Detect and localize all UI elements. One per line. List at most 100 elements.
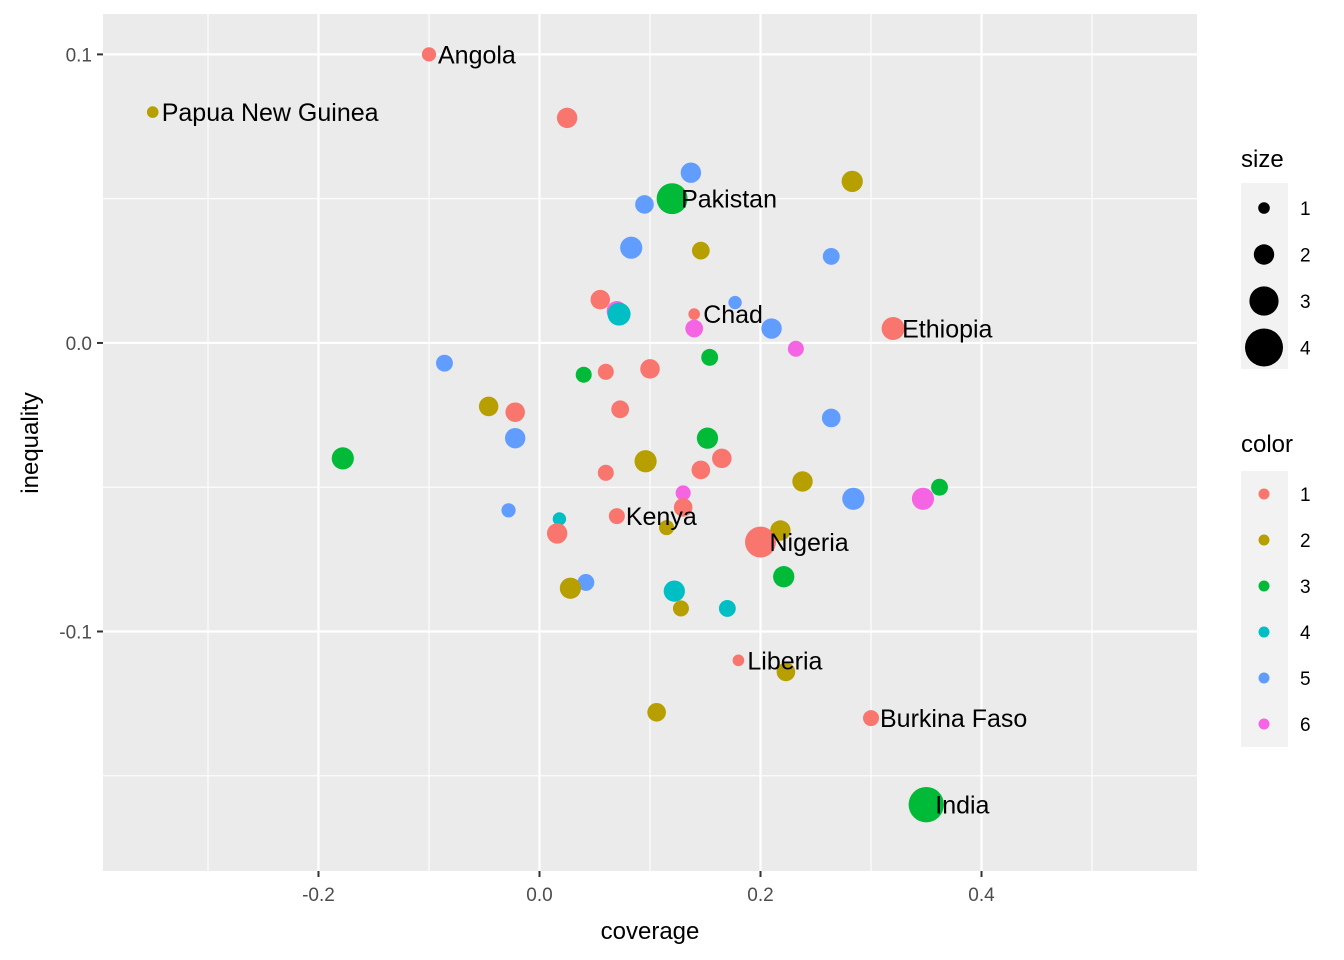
- data-point: [501, 503, 516, 518]
- grid-major: [103, 14, 1197, 871]
- data-point: [546, 523, 568, 544]
- color-legend-key: [1258, 580, 1270, 592]
- country-label: Kenya: [626, 503, 697, 531]
- country-label: India: [935, 792, 989, 820]
- x-tick-label: 0.2: [747, 885, 773, 906]
- data-point: [842, 487, 865, 510]
- color-legend-keys-background: [1241, 471, 1288, 747]
- data-point: [776, 662, 796, 682]
- data-point: [647, 702, 666, 722]
- data-point: [787, 340, 804, 357]
- data-point: [931, 478, 948, 496]
- data-point: [608, 508, 625, 525]
- data-point: [656, 183, 688, 215]
- size-legend-label: 2: [1300, 246, 1311, 267]
- data-point: [478, 396, 499, 417]
- data-point: [436, 354, 453, 372]
- color-legend-label: 5: [1300, 669, 1311, 690]
- color-legend-label: 4: [1300, 623, 1311, 644]
- data-point: [911, 487, 935, 510]
- data-point: [745, 526, 776, 558]
- x-axis: -0.2 0.0 0.2 0.4: [302, 871, 995, 906]
- data-point: [691, 460, 711, 480]
- data-point: [792, 471, 813, 492]
- y-tick-label: 0.1: [66, 45, 92, 66]
- color-legend-key: [1258, 718, 1270, 730]
- data-point: [556, 107, 578, 129]
- color-legend-label: 6: [1300, 715, 1311, 736]
- data-point: [620, 236, 643, 259]
- color-legend-key: [1258, 626, 1270, 638]
- data-point: [701, 348, 719, 366]
- data-point: [640, 359, 660, 379]
- country-label: Papua New Guinea: [162, 99, 379, 127]
- data-point: [675, 485, 691, 501]
- data-point: [659, 520, 675, 536]
- x-tick-label: -0.2: [302, 885, 335, 906]
- data-point: [146, 106, 159, 118]
- data-point: [597, 464, 614, 481]
- size-legend-label: 4: [1300, 339, 1311, 360]
- size-legend-key: [1253, 244, 1275, 265]
- data-point: [863, 710, 880, 727]
- size-legend-label: 1: [1300, 199, 1311, 220]
- size-legend-key: [1249, 286, 1279, 316]
- x-tick-label: 0.4: [968, 885, 995, 906]
- data-point: [696, 427, 719, 449]
- data-points: [146, 47, 948, 823]
- country-label: Pakistan: [681, 186, 777, 214]
- data-point: [504, 427, 526, 449]
- data-point: [634, 450, 657, 473]
- size-legend-label: 3: [1300, 292, 1311, 313]
- data-point: [718, 599, 736, 617]
- color-legend-label: 1: [1300, 485, 1311, 506]
- data-point: [672, 600, 689, 617]
- color-legend-label: 3: [1300, 577, 1311, 598]
- data-point: [635, 195, 654, 214]
- size-legend-title: size: [1241, 146, 1284, 173]
- data-point: [770, 520, 791, 541]
- color-legend-label: 2: [1300, 531, 1311, 552]
- x-tick-label: 0.0: [526, 885, 552, 906]
- country-label: Angola: [438, 41, 516, 69]
- data-point: [331, 447, 354, 470]
- data-point: [607, 302, 631, 326]
- data-point: [821, 408, 841, 428]
- data-point: [688, 308, 701, 320]
- y-axis: -0.1 0.0 0.1: [59, 45, 103, 644]
- data-point: [732, 654, 745, 667]
- size-legend-key: [1258, 202, 1270, 214]
- country-label: Nigeria: [770, 529, 849, 557]
- data-point: [822, 247, 840, 265]
- data-point: [773, 566, 795, 588]
- grid-minor: [103, 14, 1197, 871]
- data-point: [421, 47, 437, 62]
- data-point: [685, 319, 704, 338]
- color-legend-key: [1258, 488, 1270, 500]
- data-point: [575, 366, 592, 383]
- data-point: [881, 317, 905, 341]
- data-point: [590, 289, 611, 310]
- data-point: [761, 318, 782, 339]
- country-label: Chad: [703, 301, 763, 329]
- color-legend: color 1 2 3 4 5 6: [1241, 431, 1311, 747]
- y-tick-label: -0.1: [59, 623, 92, 644]
- data-point: [728, 295, 742, 310]
- data-point: [559, 577, 582, 599]
- color-legend-key: [1258, 534, 1270, 546]
- data-point: [505, 402, 525, 422]
- y-tick-label: 0.0: [66, 334, 92, 355]
- data-point: [680, 162, 702, 183]
- country-label: Liberia: [747, 647, 822, 675]
- size-legend-key: [1245, 328, 1283, 367]
- data-point: [611, 400, 630, 419]
- x-axis-title: coverage: [601, 918, 700, 945]
- data-point: [712, 448, 732, 469]
- data-point: [552, 512, 567, 526]
- data-point: [663, 580, 685, 602]
- data-point: [673, 498, 693, 517]
- country-label: Ethiopia: [902, 316, 992, 344]
- country-labels: Angola Papua New Guinea Pakistan Chad Ethiop…: [162, 41, 1028, 819]
- data-point: [691, 241, 710, 260]
